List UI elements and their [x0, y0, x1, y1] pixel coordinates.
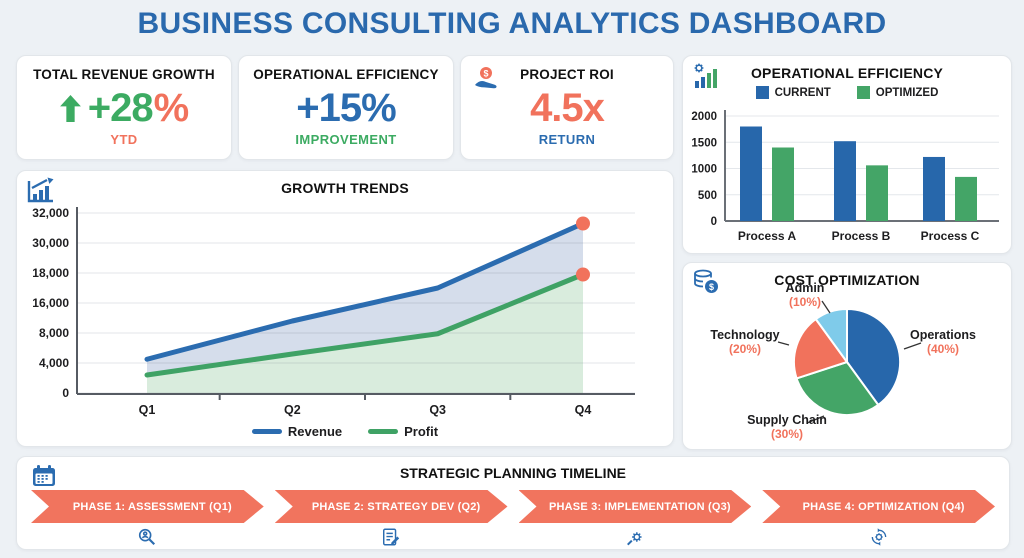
svg-text:Q2: Q2 — [284, 403, 301, 417]
kpi-caption: YTD — [110, 132, 138, 147]
svg-text:32,000: 32,000 — [32, 206, 69, 220]
svg-text:(30%): (30%) — [771, 427, 803, 441]
svg-text:0: 0 — [711, 216, 717, 228]
svg-text:$: $ — [709, 282, 714, 292]
svg-text:Admin: Admin — [786, 281, 825, 295]
bar-chart-title: OPERATIONAL EFFICIENCY — [750, 65, 944, 81]
phase-2-arrow: PHASE 2: STRATEGY DEV (Q2) — [275, 490, 508, 523]
legend-item-profit: Profit — [368, 424, 438, 439]
growth-legend: Revenue Profit — [17, 424, 673, 439]
growth-chart-icon — [26, 177, 56, 209]
phase-3-arrow: PHASE 3: IMPLEMENTATION (Q3) — [519, 490, 752, 523]
svg-text:Q4: Q4 — [575, 403, 592, 417]
kpi-title: TOTAL REVENUE GROWTH — [33, 67, 215, 82]
legend-item-current: CURRENT — [755, 86, 831, 99]
svg-text:$: $ — [483, 69, 488, 79]
gear-bars-icon — [692, 62, 720, 95]
cost-optimization-pie-chart: Operations(40%) Supply Chain(30%) Technolo… — [710, 281, 976, 441]
svg-text:16,000: 16,000 — [32, 296, 69, 310]
svg-text:1000: 1000 — [691, 164, 717, 176]
svg-text:Operations: Operations — [910, 328, 976, 342]
svg-text:Process A: Process A — [738, 229, 797, 243]
growth-trends-panel: GROWTH TRENDS 0 4,000 8,000 16,000 18,000 30,… — [16, 170, 674, 447]
svg-text:2000: 2000 — [691, 111, 717, 123]
kpi-caption: RETURN — [538, 132, 596, 147]
kpi-card-operational-efficiency: OPERATIONAL EFFICIENCY +15% IMPROVEMENT — [238, 55, 454, 160]
kpi-value: +15% — [296, 86, 396, 130]
svg-text:Technology: Technology — [710, 328, 779, 342]
gear-wrench-icon — [519, 527, 752, 547]
legend-item-optimized: OPTIMIZED — [856, 86, 938, 99]
svg-text:Process B: Process B — [832, 229, 891, 243]
kpi-card-revenue-growth: TOTAL REVENUE GROWTH +28 % YTD — [16, 55, 232, 160]
kpi-value-row: 4.5x — [530, 86, 605, 130]
kpi-title: OPERATIONAL EFFICIENCY — [253, 67, 439, 82]
phase-1-arrow: PHASE 1: ASSESSMENT (Q1) — [31, 490, 264, 523]
kpi-value-suffix: % — [153, 86, 190, 130]
svg-text:Q3: Q3 — [429, 403, 446, 417]
cost-optimization-title: COST OPTIMIZATION — [774, 272, 920, 288]
phase-4-arrow: PHASE 4: OPTIMIZATION (Q4) — [762, 490, 995, 523]
timeline-icons — [31, 527, 995, 547]
kpi-value: +28 — [87, 86, 154, 130]
svg-text:Q1: Q1 — [139, 403, 156, 417]
legend-swatch — [755, 86, 769, 99]
timeline-title: STRATEGIC PLANNING TIMELINE — [399, 465, 627, 481]
page-title: BUSINESS CONSULTING ANALYTICS DASHBOARD — [137, 7, 887, 40]
svg-text:(10%): (10%) — [789, 295, 821, 309]
strategic-timeline-panel: STRATEGIC PLANNING TIMELINE PHASE 1: ASS… — [16, 456, 1010, 550]
arrow-up-icon — [59, 94, 81, 122]
legend-item-revenue: Revenue — [251, 424, 342, 439]
kpi-card-project-roi: $ PROJECT ROI 4.5x RETURN — [460, 55, 674, 160]
refresh-gear-icon — [762, 527, 995, 547]
legend-swatch — [856, 86, 870, 99]
cost-optimization-panel: $ COST OPTIMIZATION Operations (40%) Suppl… — [682, 262, 1012, 450]
svg-text:1500: 1500 — [691, 137, 717, 149]
svg-text:Supply Chain: Supply Chain — [747, 413, 827, 427]
svg-text:(40%): (40%) — [927, 342, 959, 356]
operational-efficiency-bar-chart: 0 500 1000 1500 2000 Process A Process B Proces… — [691, 110, 999, 243]
svg-text:500: 500 — [698, 190, 717, 202]
svg-text:0: 0 — [62, 386, 69, 400]
growth-trends-line-chart: 0 4,000 8,000 16,000 18,000 30,000 32,000 Q1 Q2 Q… — [32, 206, 635, 417]
coins-icon: $ — [692, 269, 720, 300]
svg-text:4,000: 4,000 — [39, 356, 69, 370]
timeline-arrows: PHASE 1: ASSESSMENT (Q1) PHASE 2: STRATE… — [31, 490, 995, 523]
operational-efficiency-panel: OPERATIONAL EFFICIENCY CURRENT OPTIMIZED… — [682, 55, 1012, 254]
kpi-title: PROJECT ROI — [520, 67, 614, 82]
kpi-value-row: +28 % — [59, 86, 190, 130]
calendar-icon — [31, 464, 57, 493]
kpi-value-row: +15% — [296, 86, 396, 130]
svg-text:18,000: 18,000 — [32, 266, 69, 280]
magnifier-icon — [31, 527, 264, 547]
svg-text:(20%): (20%) — [729, 342, 761, 356]
bar-chart-legend: CURRENT OPTIMIZED — [683, 86, 1011, 99]
kpi-caption: IMPROVEMENT — [295, 132, 397, 147]
kpi-value: 4.5x — [530, 86, 605, 130]
legend-swatch — [368, 429, 399, 434]
svg-text:8,000: 8,000 — [39, 326, 69, 340]
growth-trends-title: GROWTH TRENDS — [281, 180, 409, 196]
svg-text:Process C: Process C — [921, 229, 980, 243]
hand-coin-icon: $ — [473, 66, 503, 97]
svg-text:30,000: 30,000 — [32, 236, 69, 250]
checklist-icon — [275, 527, 508, 547]
legend-swatch — [251, 429, 282, 434]
